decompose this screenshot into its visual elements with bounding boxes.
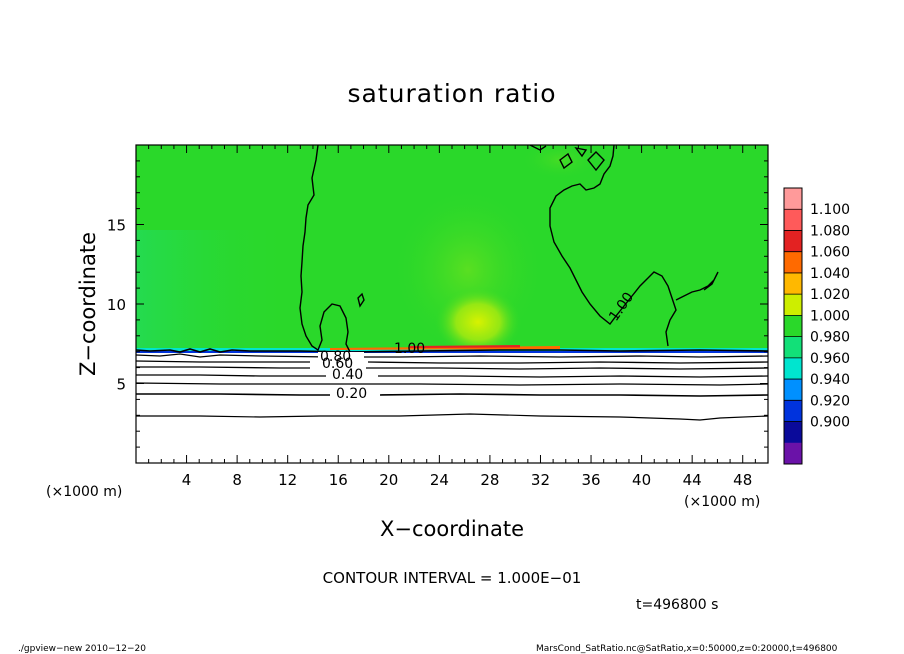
x-tick-label: 28 (480, 471, 499, 489)
contour-1.00-right (549, 145, 677, 347)
x-tick-label: 48 (733, 471, 752, 489)
colorbar-segment (784, 442, 802, 465)
contour-1.00-left (299, 145, 351, 353)
colorbar-segment (784, 230, 802, 253)
x-axis-label: X−coordinate (380, 517, 524, 541)
field-subsaturated-region (136, 353, 768, 463)
y-tick-label: 5 (116, 376, 126, 394)
y-axis-label: Z−coordinate (76, 232, 100, 376)
colorbar-label: 1.060 (810, 245, 850, 261)
x-tick-label: 24 (430, 471, 449, 489)
colorbar-segment (784, 209, 802, 231)
colorbar-frame (783, 187, 803, 465)
field-interface-blue (136, 351, 768, 353)
x-tick-label: 36 (581, 471, 600, 489)
contour-line-0.40 (136, 374, 768, 378)
colorbar-segment (784, 294, 802, 316)
colorbar-label: 0.980 (810, 330, 850, 346)
x-tick-label: 20 (379, 471, 398, 489)
colorbar-label: 1.080 (810, 223, 850, 239)
colorbar-label: 0.920 (810, 393, 850, 409)
field-warm-core (434, 286, 522, 358)
colorbar-segment (784, 379, 802, 401)
field-cool-left (136, 230, 296, 350)
contour-line-0.60 (136, 366, 768, 370)
footer-left: ./gpview−new 2010−12−20 (18, 644, 146, 654)
x-tick-label: 4 (182, 471, 192, 489)
colorbar-segment (784, 188, 802, 210)
x-axis-ticks: 4 8 12 16 20 24 28 32 36 40 44 48 (148, 145, 756, 489)
colorbar-segment (784, 357, 802, 380)
colorbar-segment (784, 315, 802, 338)
colorbar-label: 1.100 (810, 202, 850, 218)
contour-1.00-small-loop (357, 292, 365, 308)
colorbar-segment (784, 400, 802, 423)
colorbar-label: 1.020 (810, 287, 850, 303)
x-tick-label: 12 (278, 471, 297, 489)
contour-line-a (136, 348, 768, 353)
contour-label-0.80: 0.80 (320, 349, 351, 365)
y-tick-label: 15 (107, 217, 126, 235)
colorbar-segment (784, 421, 802, 444)
colorbar-label: 1.040 (810, 266, 850, 282)
x-tick-label: 8 (232, 471, 242, 489)
x-tick-label: 16 (329, 471, 348, 489)
y-axis-ticks: 5 10 15 (107, 160, 768, 448)
field-interface-cyan (136, 348, 768, 351)
contour-line-0.10 (136, 413, 768, 421)
chart-title: saturation ratio (347, 79, 556, 108)
contour-line-0.30 (136, 382, 768, 386)
x-tick-label: 44 (683, 471, 702, 489)
time-text: t=496800 s (636, 597, 718, 613)
contour-label-0.20: 0.20 (336, 386, 367, 402)
colorbar-label: 0.940 (810, 372, 850, 388)
contour-label-0.60: 0.60 (322, 356, 353, 372)
x-tick-label: 32 (531, 471, 550, 489)
colorbar-segment (784, 272, 802, 295)
colorbar-label: 1.000 (810, 308, 850, 324)
contour-1.00-right-tail (675, 271, 719, 301)
contour-interval-text: CONTOUR INTERVAL = 1.000E−01 (323, 569, 582, 587)
contour-label-0.40: 0.40 (332, 367, 363, 383)
contour-label-1.00-bottom: 1.00 (394, 341, 425, 357)
footer-right: MarsCond_SatRatio.nc@SatRatio,x=0:50000,… (536, 644, 838, 654)
colorbar-segment (784, 336, 802, 359)
colorbar-segment (784, 251, 802, 274)
colorbar-label: 0.960 (810, 351, 850, 367)
y-tick-label: 10 (107, 296, 126, 314)
contour-1.00-top-loops (529, 145, 605, 172)
plot-area: 1.00 1.00 0.80 0.60 0.40 0.20 (136, 145, 768, 463)
x-axis-unit-left: (×1000 m) (46, 484, 122, 500)
contour-line-0.20 (136, 393, 768, 397)
x-axis-unit-right: (×1000 m) (684, 494, 760, 510)
colorbar: 1.100 1.080 1.060 1.040 1.020 1.000 0.980 0.960… (783, 187, 850, 465)
colorbar-label: 0.900 (810, 415, 850, 431)
x-tick-label: 40 (632, 471, 651, 489)
contour-line-0.80 (136, 360, 768, 364)
field-interface-red (410, 345, 520, 348)
